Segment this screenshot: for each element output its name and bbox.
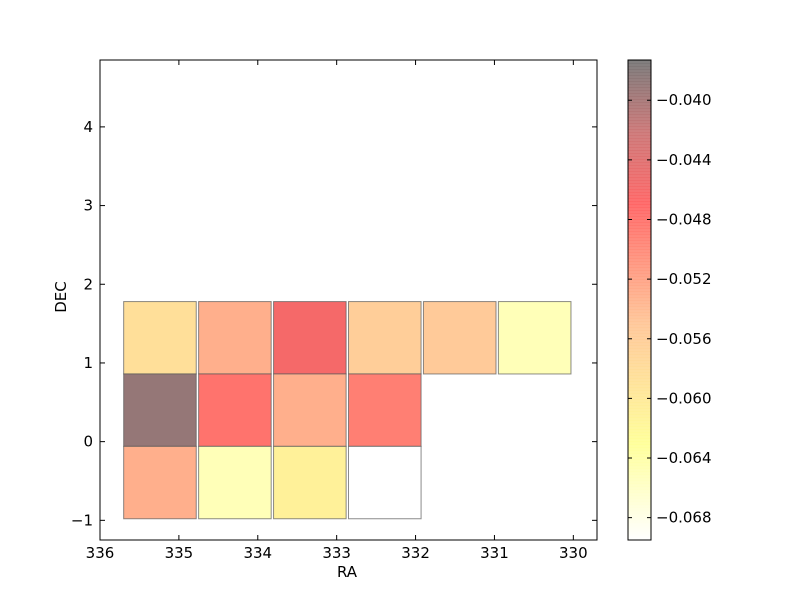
- y-tick-label: −1: [71, 511, 93, 529]
- heatmap-cell: [123, 373, 197, 447]
- colorbar-frame: [627, 59, 652, 541]
- heatmap-cell: [198, 373, 272, 447]
- heatmap-cell: [273, 373, 347, 447]
- colorbar-tick-label: −0.060: [656, 389, 712, 407]
- x-tick-label: 333: [322, 544, 351, 562]
- y-tick-label: 2: [83, 275, 93, 293]
- x-tick-label: 336: [86, 544, 115, 562]
- colorbar-gradient: [628, 60, 651, 540]
- x-tick-label: 332: [401, 544, 430, 562]
- heatmap-cell: [198, 301, 272, 375]
- y-tick-label: 3: [83, 197, 93, 215]
- x-axis-label: RA: [337, 563, 358, 581]
- colorbar: −0.040 −0.044 −0.048 −0.052 −0.056 −0.060 −0.0…: [627, 59, 712, 541]
- colorbar-tick-label: −0.044: [656, 151, 712, 169]
- heatmap-cell: [348, 445, 422, 520]
- y-axis-label: DEC: [52, 281, 70, 313]
- heatmap-cell: [123, 301, 197, 375]
- colorbar-tick-label: −0.052: [656, 270, 712, 288]
- y-tick-label: 1: [83, 354, 93, 372]
- heatmap-cell: [348, 373, 422, 447]
- x-tick-label: 330: [559, 544, 588, 562]
- colorbar-tick-label: −0.040: [656, 91, 712, 109]
- x-tick-label: 335: [165, 544, 194, 562]
- heatmap-cell: [348, 301, 422, 375]
- plot-frame: [99, 59, 598, 541]
- x-tick-label: 334: [243, 544, 272, 562]
- heatmap-cells: [123, 301, 572, 520]
- colorbar-tick-label: −0.048: [656, 211, 712, 229]
- heatmap-cell: [198, 445, 272, 520]
- y-tick-label: 4: [83, 118, 93, 136]
- x-tick-label: 331: [480, 544, 509, 562]
- heatmap-cell: [422, 301, 497, 375]
- colorbar-tick-label: −0.056: [656, 330, 712, 348]
- heatmap-cell: [273, 445, 347, 520]
- heatmap-cell: [497, 301, 572, 375]
- heatmap-cell: [273, 301, 347, 375]
- axes: 336 335 334 333 332 331 330 −1 0 1 2 3 4: [71, 59, 598, 562]
- y-tick-label: 0: [83, 433, 93, 451]
- heatmap-cell: [123, 445, 197, 520]
- colorbar-tick-label: −0.068: [656, 509, 712, 527]
- colorbar-tick-label: −0.064: [656, 449, 712, 467]
